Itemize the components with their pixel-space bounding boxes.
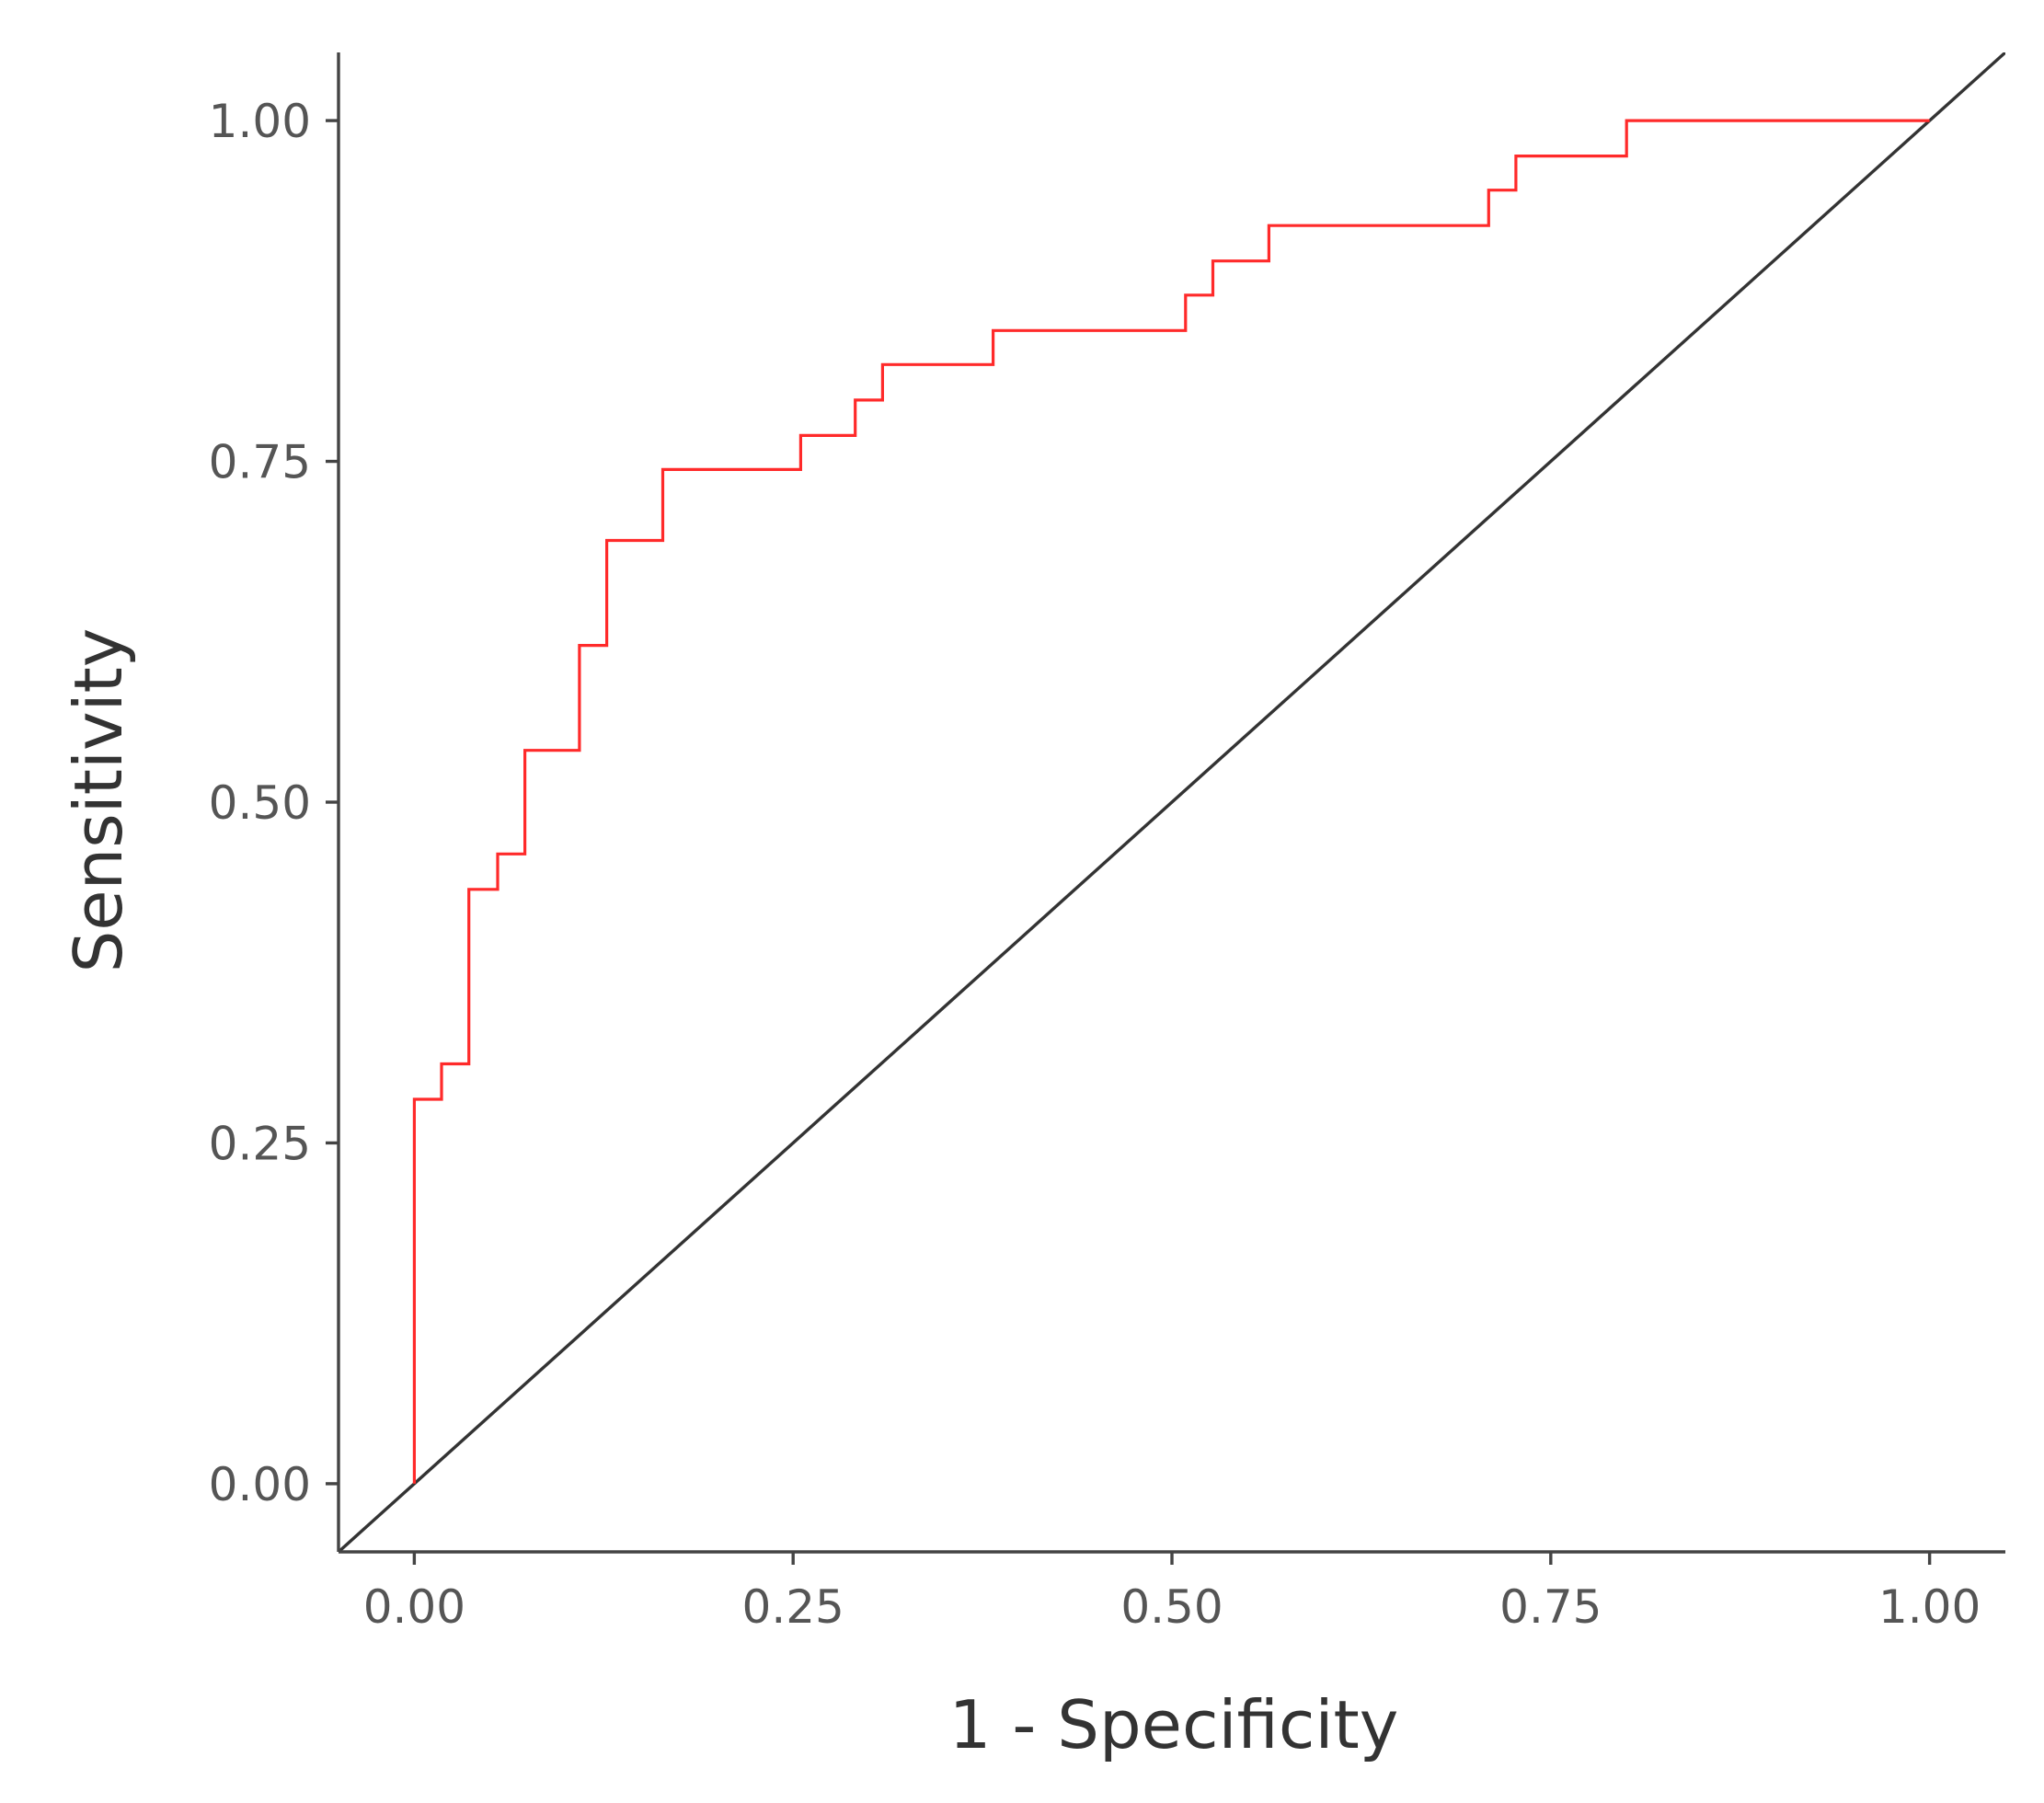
y-tick-label: 1.00 — [209, 95, 311, 148]
y-tick-label: 0.50 — [209, 776, 311, 830]
x-tick-label: 0.00 — [363, 1580, 465, 1634]
y-tick-label: 0.25 — [209, 1117, 311, 1170]
x-tick-label: 1.00 — [1878, 1580, 1981, 1634]
roc-curve — [412, 119, 1930, 1484]
y-tick-label: 0.00 — [209, 1458, 311, 1511]
reference-diagonal — [339, 52, 2005, 1552]
y-axis-title: Sensitivity — [60, 628, 137, 973]
x-axis-title: 1 - Specificity — [949, 1686, 1399, 1763]
x-tick-label: 0.75 — [1499, 1580, 1602, 1634]
plot-area — [339, 52, 2005, 1552]
y-tick-label: 0.75 — [209, 436, 311, 489]
axes — [326, 52, 2005, 1565]
tick-labels: 0.00 0.25 0.50 0.75 1.00 0.00 0.25 0.50 0.75 1.00 — [209, 95, 1981, 1634]
x-tick-label: 0.25 — [742, 1580, 844, 1634]
x-tick-label: 0.50 — [1120, 1580, 1223, 1634]
